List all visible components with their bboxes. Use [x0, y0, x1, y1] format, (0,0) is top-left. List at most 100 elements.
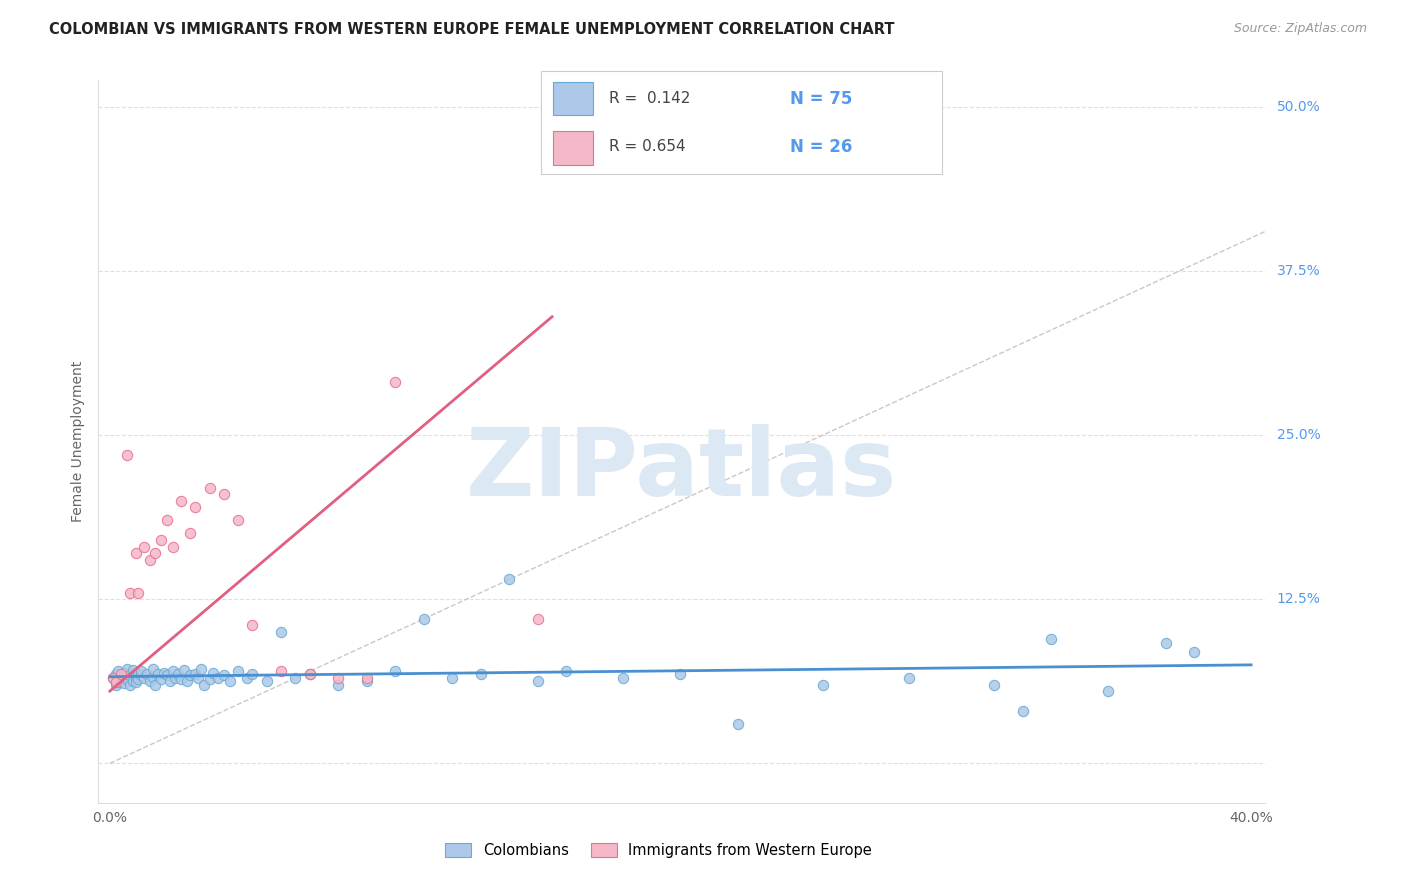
Point — [127, 673, 149, 687]
Point — [165, 671, 187, 685]
Point — [127, 585, 149, 599]
Point — [527, 612, 550, 626]
Text: ZIPatlas: ZIPatlas — [467, 425, 897, 516]
Point — [356, 673, 378, 688]
Point — [326, 677, 349, 691]
Point — [207, 671, 229, 685]
Point — [176, 673, 198, 688]
Point — [124, 671, 146, 685]
Text: 50.0%: 50.0% — [1277, 100, 1320, 113]
Text: N = 26: N = 26 — [790, 137, 852, 156]
Point — [139, 553, 162, 567]
Point — [527, 673, 550, 688]
Point — [1182, 645, 1205, 659]
Point — [326, 671, 349, 685]
Point — [162, 540, 184, 554]
Point — [118, 677, 141, 691]
Point — [121, 673, 143, 688]
Point — [153, 665, 176, 680]
Text: 12.5%: 12.5% — [1277, 592, 1320, 607]
Point — [101, 671, 124, 685]
Text: R =  0.142: R = 0.142 — [609, 91, 690, 106]
Point — [124, 546, 146, 560]
Legend: Colombians, Immigrants from Western Europe: Colombians, Immigrants from Western Euro… — [439, 838, 879, 864]
Text: Source: ZipAtlas.com: Source: ZipAtlas.com — [1233, 22, 1367, 36]
Point — [242, 618, 264, 632]
Point — [356, 671, 378, 685]
Point — [384, 665, 406, 679]
Point — [498, 573, 520, 587]
Y-axis label: Female Unemployment: Female Unemployment — [70, 361, 84, 522]
Point — [1040, 632, 1063, 646]
Point — [897, 671, 920, 685]
Point — [179, 526, 201, 541]
Point — [184, 500, 207, 515]
Point — [112, 676, 135, 690]
Point — [811, 677, 834, 691]
Point — [118, 668, 141, 682]
Point — [412, 612, 434, 626]
Point — [198, 481, 221, 495]
Point — [148, 667, 170, 681]
Point — [284, 671, 307, 685]
Point — [470, 667, 492, 681]
Point — [118, 585, 141, 599]
FancyBboxPatch shape — [554, 131, 593, 165]
Point — [129, 668, 152, 682]
Point — [218, 673, 240, 688]
Point — [110, 670, 132, 684]
Point — [159, 673, 181, 688]
Point — [142, 670, 165, 684]
Point — [104, 667, 127, 681]
Point — [167, 667, 190, 681]
Text: R = 0.654: R = 0.654 — [609, 139, 686, 154]
Point — [270, 625, 292, 640]
Point — [135, 667, 157, 681]
Point — [170, 493, 193, 508]
Point — [139, 673, 162, 688]
Point — [184, 667, 207, 681]
Point — [1097, 684, 1119, 698]
Point — [107, 665, 129, 679]
Point — [1012, 704, 1035, 718]
Point — [156, 668, 179, 682]
Point — [193, 677, 215, 691]
Point — [110, 673, 132, 688]
Point — [115, 673, 138, 687]
Point — [298, 667, 321, 681]
Point — [179, 668, 201, 682]
Point — [124, 675, 146, 690]
Point — [129, 665, 152, 679]
Point — [727, 717, 749, 731]
Point — [236, 671, 259, 685]
Point — [132, 540, 155, 554]
Point — [190, 662, 212, 676]
Point — [256, 673, 278, 688]
Point — [115, 662, 138, 676]
Point — [112, 665, 135, 680]
Text: 37.5%: 37.5% — [1277, 264, 1320, 277]
Point — [145, 546, 167, 560]
Point — [150, 673, 173, 687]
Point — [162, 665, 184, 679]
Point — [110, 667, 132, 681]
Point — [142, 662, 165, 676]
Point — [226, 513, 249, 527]
Point — [132, 671, 155, 685]
Point — [384, 376, 406, 390]
Point — [104, 675, 127, 690]
Point — [270, 665, 292, 679]
Point — [173, 663, 195, 677]
Point — [156, 513, 179, 527]
Point — [612, 671, 634, 685]
Point — [150, 533, 173, 547]
Point — [441, 671, 464, 685]
Point — [104, 677, 127, 691]
Point — [212, 487, 235, 501]
Point — [187, 671, 209, 685]
Point — [226, 665, 249, 679]
FancyBboxPatch shape — [554, 82, 593, 115]
Point — [127, 667, 149, 681]
Point — [983, 677, 1005, 691]
Point — [198, 673, 221, 687]
